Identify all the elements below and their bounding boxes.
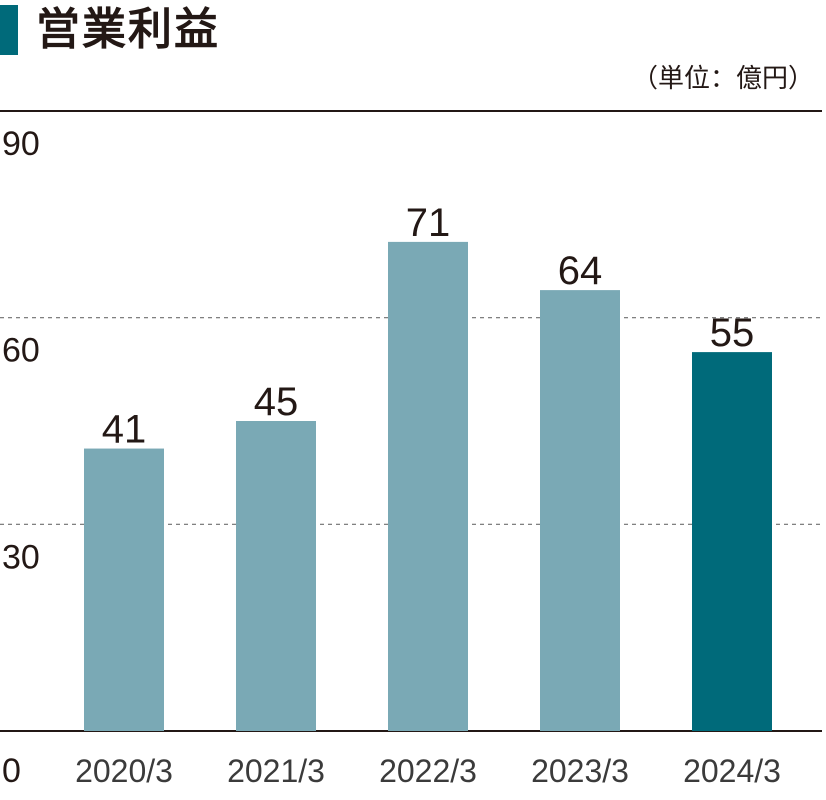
y-tick-label: 30 (2, 538, 40, 576)
bar-2021-3 (236, 421, 316, 731)
title-accent-bar (0, 5, 18, 55)
bar-2023-3 (540, 290, 620, 731)
y-tick-label: 60 (2, 332, 40, 370)
data-label: 64 (558, 249, 603, 293)
unit-label: （単位：億円） (631, 64, 814, 94)
chart-title: 営業利益 (36, 4, 220, 55)
x-tick-label: 2021/3 (227, 753, 325, 789)
bars (84, 241, 772, 731)
data-label: 55 (710, 311, 755, 355)
chart-title-block: 営業利益 (0, 0, 220, 60)
data-label: 45 (254, 380, 299, 424)
x-tick-label: 2020/3 (75, 753, 173, 789)
bar-2022-3 (388, 241, 468, 731)
y-axis-ticks: 0 30 60 90 (2, 125, 40, 790)
bar-2024-3 (692, 352, 772, 731)
bar-2020-3 (84, 448, 164, 731)
value-labels: 41 45 71 64 55 (102, 201, 755, 452)
y-tick-label: 0 (2, 752, 21, 790)
y-tick-label: 90 (2, 125, 40, 163)
data-label: 41 (102, 408, 147, 452)
x-tick-label: 2024/3 (683, 753, 781, 789)
x-axis-labels: 2020/3 2021/3 2022/3 2023/3 2024/3 (75, 753, 781, 789)
x-tick-label: 2022/3 (379, 753, 477, 789)
data-label: 71 (406, 201, 451, 245)
x-tick-label: 2023/3 (531, 753, 629, 789)
